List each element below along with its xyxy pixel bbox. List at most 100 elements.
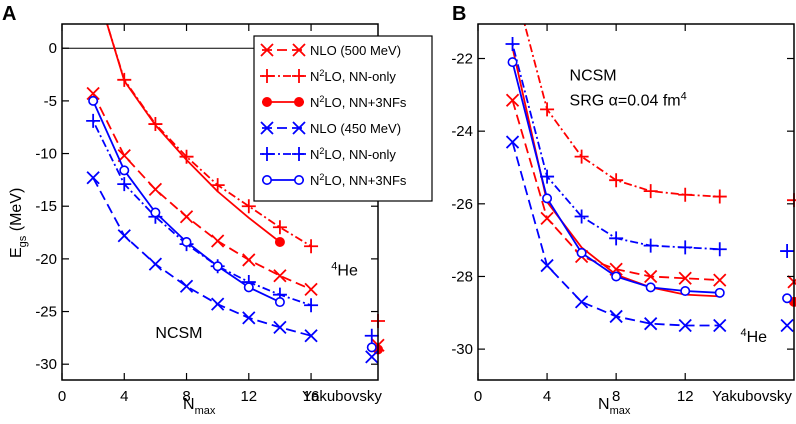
- data-point: [540, 258, 554, 273]
- data-point: [86, 86, 100, 101]
- data-point: [179, 279, 194, 293]
- legend-marker: [292, 69, 306, 83]
- legend-label: NLO (500 MeV): [310, 43, 401, 58]
- panel-a-ylabel: Egs (MeV): [8, 188, 29, 258]
- series-line: [92, 100, 281, 303]
- panel-a: A 0 4 8 12 16 0 -5 -10 -15 -20 -25 -30 Nmax Egs (Me…: [2, 3, 433, 417]
- data-point: [713, 273, 727, 287]
- data-point: [181, 237, 192, 248]
- data-point: [712, 189, 727, 204]
- y-tick-label: -30: [35, 356, 57, 373]
- data-point: [273, 269, 287, 283]
- y-tick-label: -25: [35, 304, 57, 321]
- legend-marker: [260, 121, 274, 135]
- panel-a-yakubovsky-label: Yakubovsky: [302, 388, 382, 405]
- panel-b-yakubovsky-label: Yakubovsky: [712, 388, 792, 405]
- data-point: [304, 282, 318, 297]
- data-point: [678, 318, 692, 333]
- data-point: [179, 149, 194, 164]
- y-tick-label: -20: [35, 251, 57, 268]
- series-line: [511, 47, 720, 298]
- data-point: [304, 298, 319, 313]
- data-point: [643, 184, 658, 199]
- series-blue-circle: [88, 95, 285, 308]
- data-point: [540, 211, 554, 225]
- series-red-circle: [511, 47, 720, 298]
- series-blue-circle: [507, 57, 725, 298]
- y-tick-label: -24: [451, 123, 473, 140]
- data-point: [540, 102, 555, 117]
- data-point: [678, 271, 692, 285]
- series-line: [92, 177, 312, 337]
- y-tick-label: -26: [451, 196, 473, 213]
- legend-box: [253, 35, 433, 202]
- yakubovsky-point: [787, 275, 796, 289]
- series-blue-x: [505, 135, 727, 333]
- legend-item: NLO (500 MeV): [260, 43, 401, 58]
- data-point: [712, 242, 727, 257]
- y-tick-label: -5: [44, 93, 57, 110]
- series-red-plus: [523, 24, 727, 204]
- panel-a-xlabel: Nmax: [183, 396, 216, 417]
- data-point: [119, 165, 130, 176]
- data-point: [505, 135, 520, 149]
- data-point: [609, 309, 623, 324]
- data-point: [212, 261, 223, 272]
- legend-label: N2LO, NN+3NFs: [310, 172, 407, 188]
- data-point: [505, 36, 520, 51]
- legend-marker: [260, 69, 274, 83]
- data-point: [274, 237, 285, 248]
- data-point: [86, 171, 100, 185]
- legend-marker: [292, 147, 306, 161]
- x-tick-label: 8: [612, 388, 620, 405]
- legend-item: N2LO, NN-only: [260, 68, 396, 84]
- legend-item: N2LO, NN-only: [260, 146, 396, 162]
- data-point: [611, 271, 622, 282]
- legend-marker: [260, 43, 274, 57]
- panel-a-frame: [61, 23, 379, 381]
- yakubovsky-point: [364, 328, 379, 343]
- x-tick-label: 12: [677, 388, 694, 405]
- series-blue-plus: [505, 36, 727, 257]
- data-point: [574, 149, 589, 164]
- data-point: [678, 187, 693, 202]
- panel-b-plot: [505, 24, 796, 333]
- legend-label: N2LO, NN+3NFs: [310, 94, 407, 110]
- data-point: [713, 318, 727, 333]
- x-tick-label: 16: [303, 388, 320, 405]
- data-point: [117, 177, 132, 192]
- legend-marker: [293, 175, 304, 186]
- legend-label: N2LO, NN-only: [310, 68, 396, 84]
- legend-marker: [261, 97, 272, 108]
- data-point: [645, 282, 656, 293]
- data-point: [211, 297, 225, 311]
- x-tick-label: 4: [120, 388, 128, 405]
- series-blue-x: [86, 171, 318, 343]
- panel-b-annotations: NCSM SRG α=0.04 fm4 4He: [570, 67, 768, 346]
- y-tick-label: -10: [35, 146, 57, 163]
- data-point: [243, 282, 254, 293]
- x-tick-label: 12: [240, 388, 257, 405]
- x-tick-label: 0: [474, 388, 482, 405]
- annotation-he4: 4He: [331, 261, 358, 280]
- data-point: [211, 234, 225, 248]
- data-point: [117, 229, 131, 243]
- data-point: [88, 95, 99, 106]
- yakubovsky-point: [780, 318, 794, 333]
- x-tick-label: 4: [543, 388, 551, 405]
- panel-a-annotations: 4He NCSM: [155, 261, 358, 342]
- data-point: [644, 317, 658, 331]
- data-point: [273, 320, 287, 334]
- legend-marker: [292, 43, 306, 57]
- panel-b-letter: B: [452, 3, 466, 25]
- annotation-he4: 4He: [740, 327, 767, 346]
- data-point: [304, 329, 318, 343]
- data-point: [304, 239, 319, 254]
- data-point: [574, 209, 589, 224]
- series-red-x: [86, 86, 318, 297]
- data-point: [86, 113, 101, 128]
- panel-b-ticks: 0 4 8 12 -22 -24 -26 -28 -30: [451, 24, 794, 405]
- data-point: [576, 247, 587, 258]
- yakubovsky-point: [780, 244, 795, 259]
